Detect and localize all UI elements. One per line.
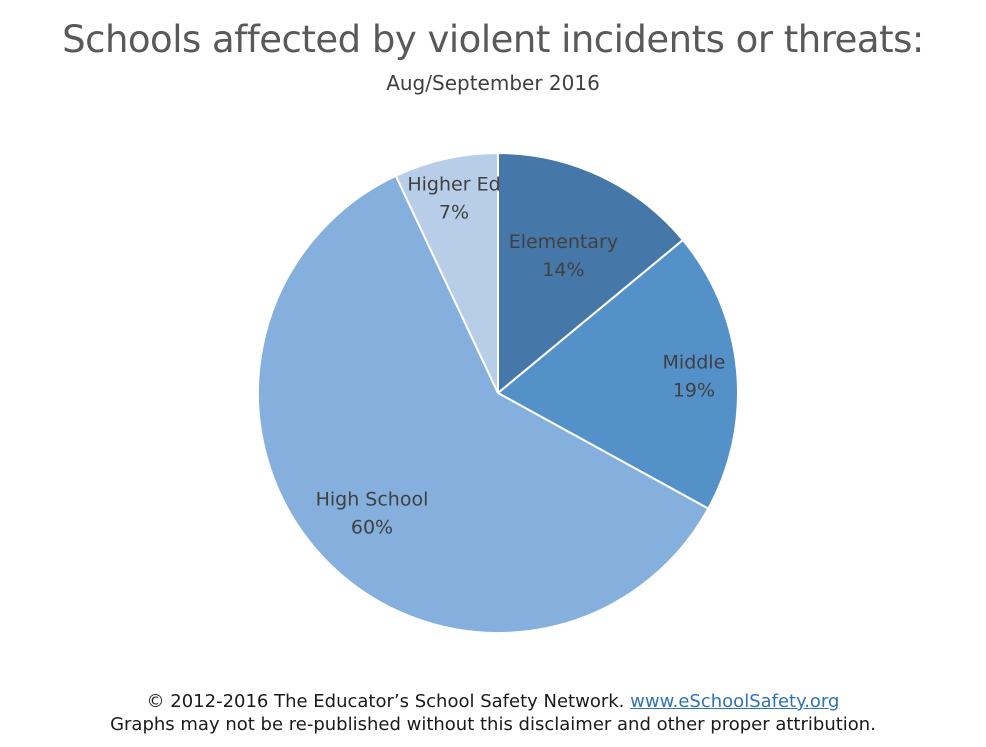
pie-slice-higher-ed: [394, 151, 499, 394]
pie-slice-high-school: [257, 174, 710, 634]
footer-line-1: © 2012-2016 The Educator’s School Safety…: [0, 690, 986, 713]
chart-title: Schools affected by violent incidents or…: [62, 18, 924, 61]
website-link[interactable]: www.eSchoolSafety.org: [630, 691, 840, 712]
slice-label-middle: Middle 19%: [663, 352, 726, 402]
pie-slice-elementary: [497, 151, 685, 396]
disclaimer-text: Graphs may not be re-published without t…: [110, 714, 876, 735]
copyright-text: © 2012-2016 The Educator’s School Safety…: [146, 691, 625, 712]
chart-subtitle: Aug/September 2016: [386, 71, 600, 95]
pie-labels: Elementary 14% Middle 19% High School 60% High…: [316, 173, 726, 538]
footer: © 2012-2016 The Educator’s School Safety…: [0, 690, 986, 736]
slice-label-higher-ed: Higher Ed 7%: [407, 173, 500, 223]
pie-slices: [257, 151, 739, 634]
pie-slice-middle: [496, 238, 739, 510]
slice-label-elementary: Elementary 14%: [509, 231, 618, 281]
slice-label-high-school: High School 60%: [316, 488, 429, 538]
